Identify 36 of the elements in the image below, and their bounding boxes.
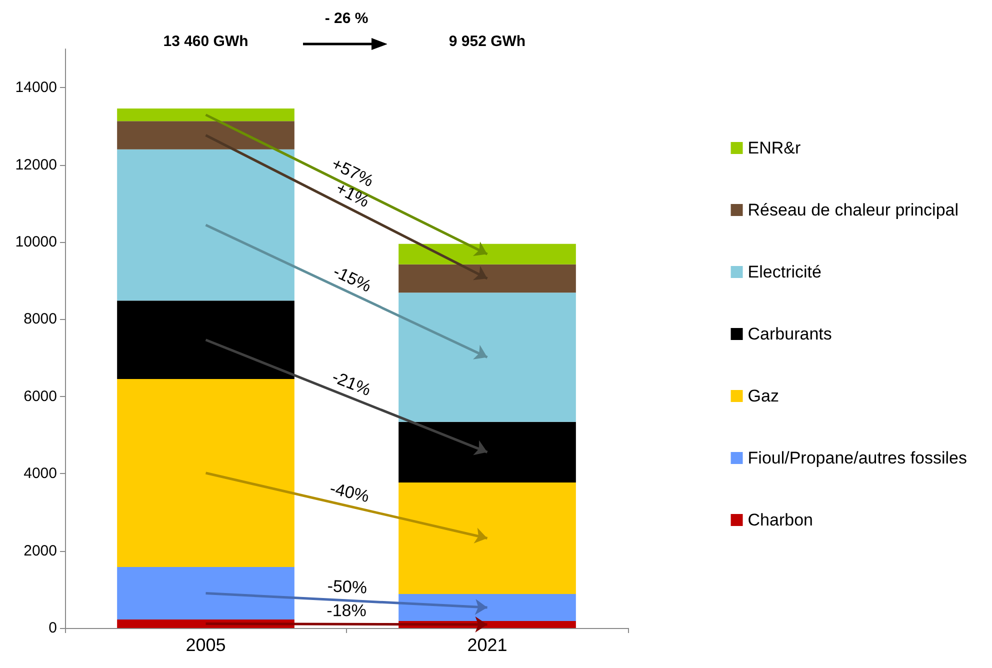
y-tick-label: 4000 [24,465,57,482]
y-tick-label: 6000 [24,388,57,405]
bar [398,482,576,594]
annotation: -40% [328,478,372,506]
bar [398,264,576,293]
annotation: -21% [330,367,374,400]
y-tick-label: 10000 [15,234,57,250]
bar [117,567,294,620]
legend-label: Carburants [748,324,832,344]
legend-label: Electricité [748,262,822,282]
x-tick-label: 2005 [186,635,226,655]
bar [398,292,576,422]
y-tick-label: 12000 [15,156,57,174]
bar [117,108,294,122]
annotation: 9 952 GWh [448,33,526,50]
annotation: -50% [326,576,368,598]
legend-label: Fioul/Propane/autres fossiles [748,448,968,468]
x-tick-label: 2021 [467,635,508,655]
bar [117,121,294,150]
bar [117,300,294,380]
y-tick-label: 0 [48,620,57,636]
bar [117,379,294,568]
y-tick-label: 14000 [15,79,57,96]
legend-label: Charbon [748,510,813,530]
text: - 26 % [324,10,368,27]
legend-label: Gaz [748,386,779,406]
annotation: -15% [330,262,374,296]
annotation: 13 460 GWh [163,33,248,50]
legend-label: ENR&r [748,138,802,158]
bar [117,149,294,301]
bar [398,422,576,482]
annotation: -18% [326,601,366,620]
y-tick-label: 2000 [24,542,57,560]
legend-label: Réseau de chaleur principal [748,200,959,220]
bar [398,594,576,622]
y-tick-label: 8000 [24,310,57,328]
